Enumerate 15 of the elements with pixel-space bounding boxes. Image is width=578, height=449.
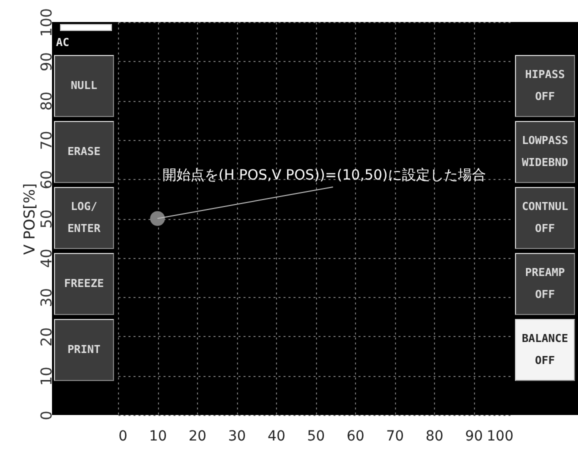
x-tick-label: 60	[346, 428, 364, 444]
x-tick-label: 100	[486, 428, 514, 444]
x-tick-label: 50	[307, 428, 325, 444]
x-tick-label: 90	[465, 428, 483, 444]
x-tick-label: 10	[149, 428, 167, 444]
x-tick-label: 80	[426, 428, 444, 444]
button-panel: AC NULL ERASE LOG/ ENTER FREEZE PRINT	[52, 22, 118, 415]
annotation: 開始点を(H POS,V POS))=(10,50)に設定した場合	[162, 168, 486, 184]
y-axis-title: V POS[%]	[20, 183, 38, 255]
x-tick-label: 70	[386, 428, 404, 444]
x-tick-label: 20	[188, 428, 206, 444]
button-panel: HIPASS OFF LOWPASS WIDEBND CONTNUL OFF PREAMP OFF BALANCE OFF	[513, 22, 578, 415]
x-tick-label: 30	[228, 428, 246, 444]
x-tick-label: 0	[118, 428, 128, 444]
x-tick-label: 40	[268, 428, 286, 444]
